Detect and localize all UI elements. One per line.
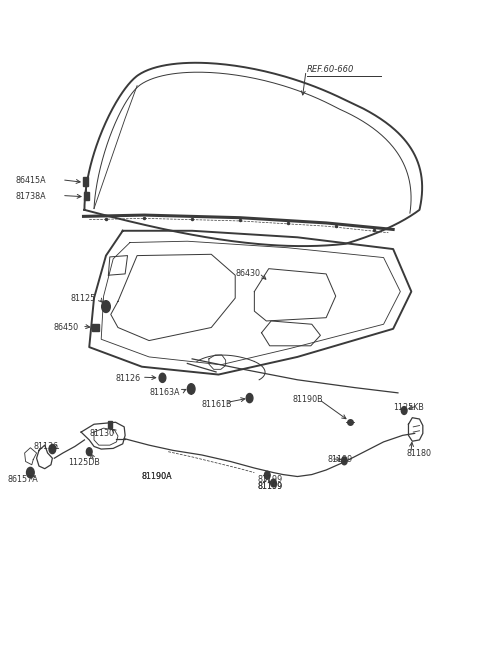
Bar (92, 324, 98, 331)
Bar (84, 191, 89, 200)
Circle shape (264, 472, 270, 479)
Text: 81125: 81125 (70, 293, 96, 303)
Text: 86157A: 86157A (8, 475, 38, 483)
Text: 86450: 86450 (53, 323, 78, 332)
Circle shape (187, 384, 195, 394)
Text: 86415A: 86415A (15, 176, 46, 185)
Text: 1125DB: 1125DB (68, 458, 99, 467)
Text: 81199: 81199 (257, 483, 282, 491)
Circle shape (271, 479, 276, 487)
Text: 81161B: 81161B (202, 400, 232, 409)
Circle shape (246, 394, 253, 403)
Text: 81136: 81136 (33, 442, 58, 451)
Text: 81199: 81199 (327, 455, 352, 464)
Text: 81738A: 81738A (15, 193, 46, 201)
Bar (108, 421, 112, 428)
Circle shape (26, 468, 34, 478)
Text: 81199: 81199 (257, 476, 282, 484)
Circle shape (86, 448, 92, 456)
Text: 1125KB: 1125KB (393, 403, 424, 412)
Text: 81180: 81180 (407, 449, 432, 458)
Text: 81190A: 81190A (142, 472, 172, 481)
Circle shape (102, 301, 110, 312)
Circle shape (159, 373, 166, 383)
Text: 86430: 86430 (235, 269, 260, 278)
Text: 81163A: 81163A (149, 388, 180, 398)
Text: 81190A: 81190A (142, 472, 172, 481)
Circle shape (341, 457, 347, 465)
Bar (84, 177, 88, 185)
Text: 81130: 81130 (89, 429, 114, 438)
Text: 81190B: 81190B (293, 395, 323, 404)
Text: 81199: 81199 (257, 483, 282, 491)
Text: 81126: 81126 (116, 374, 141, 383)
Circle shape (401, 407, 407, 415)
Circle shape (49, 445, 56, 454)
Text: REF.60-660: REF.60-660 (307, 65, 354, 74)
